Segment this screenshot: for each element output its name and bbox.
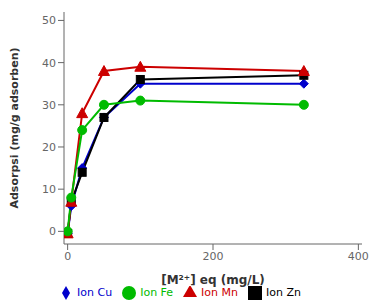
html-text:Ion Mn: Ion Mn	[201, 286, 238, 299]
svg-text:200: 200	[203, 250, 224, 263]
html-text:Ion Cu: Ion Cu	[77, 286, 113, 299]
svg-text:0: 0	[64, 250, 71, 263]
svg-text:[M²⁺] eq (mg/L): [M²⁺] eq (mg/L)	[161, 273, 265, 287]
svg-text:30: 30	[42, 99, 56, 112]
svg-text:Adsorpsi (mg/g adsorben): Adsorpsi (mg/g adsorben)	[8, 47, 21, 208]
svg-text:50: 50	[42, 14, 56, 27]
html-text:Ion Fe: Ion Fe	[140, 286, 174, 299]
svg-text:10: 10	[42, 183, 56, 196]
svg-text:20: 20	[42, 141, 56, 154]
svg-text:400: 400	[348, 250, 369, 263]
html-text:Ion Zn: Ion Zn	[266, 286, 301, 299]
svg-text:0: 0	[49, 225, 56, 238]
svg-text:40: 40	[42, 57, 56, 70]
